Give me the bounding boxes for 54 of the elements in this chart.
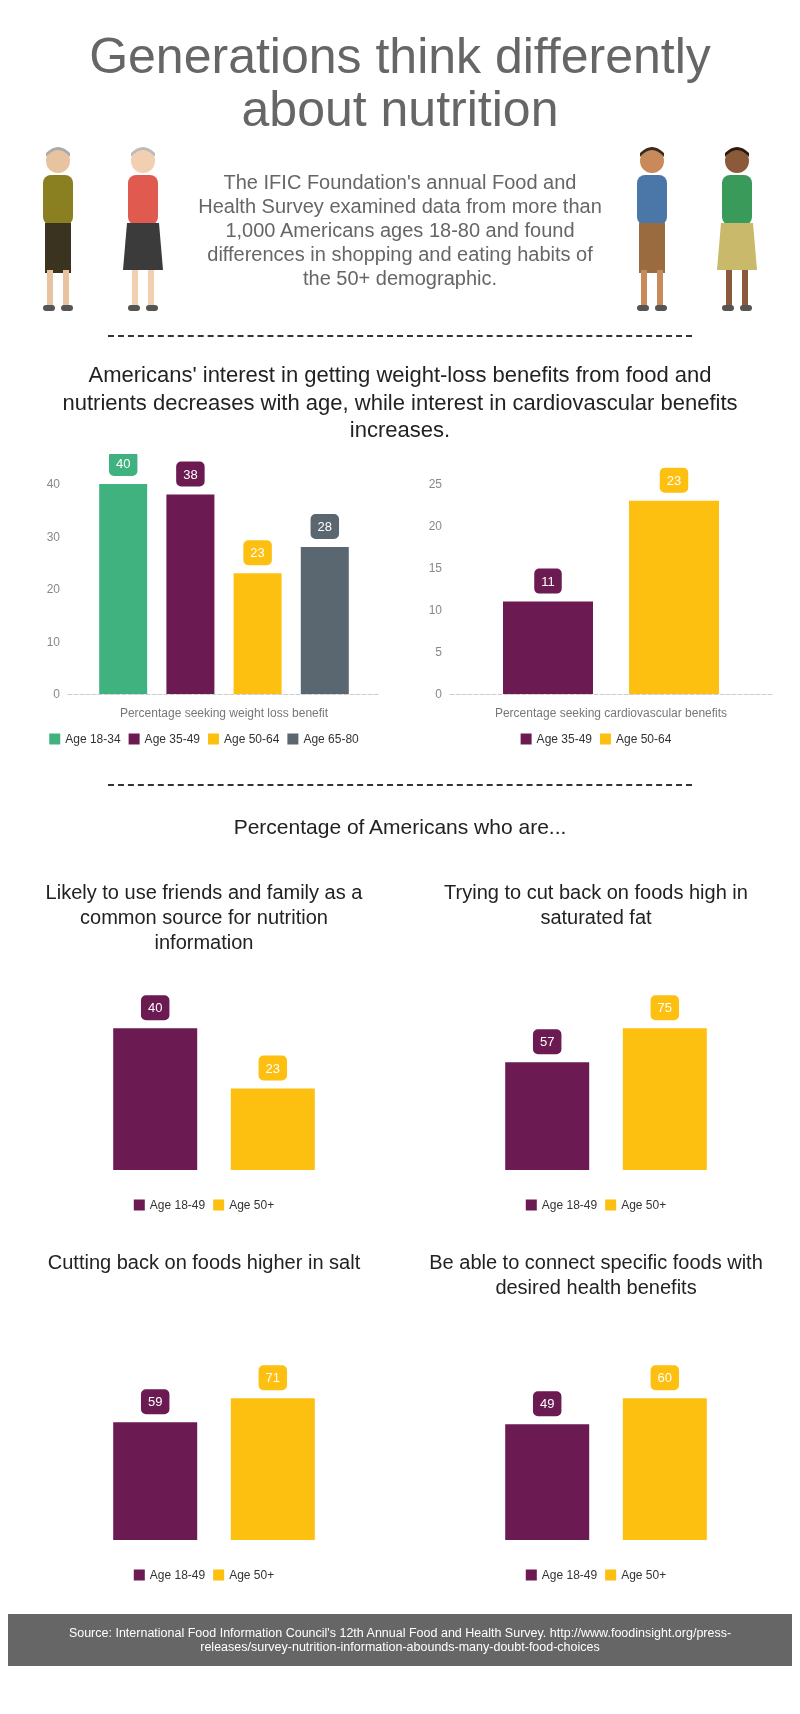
legend-label: Age 18-49 (541, 1567, 598, 1582)
legend-label: Age 35-49 (144, 731, 201, 746)
data-label: 75 (657, 1000, 673, 1016)
bar (166, 494, 215, 694)
data-label: 71 (265, 1370, 281, 1386)
legend-label: Age 50-64 (616, 731, 672, 746)
bar (300, 546, 349, 694)
chart-title: Trying to cut back on foods high in saturated fat (443, 879, 749, 930)
y-tick-label: 20 (46, 581, 61, 596)
legend-label: Age 50-64 (224, 731, 280, 746)
source-note: Source: International Food Information Council's 12th Annual Food and Health Survey. http://www.foodinsight.org/press-releases/survey-nutrition-information-abounds-many-doubt-food-choices (67, 1625, 733, 1654)
data-label: 57 (539, 1034, 555, 1050)
data-label: 40 (115, 455, 131, 471)
data-label: 11 (541, 573, 555, 589)
bar (233, 572, 282, 694)
x-axis-title: Percentage seeking weight loss benefit (119, 705, 329, 720)
y-tick-label: 0 (435, 686, 443, 701)
data-label: 23 (666, 472, 682, 488)
chart-title: Be able to connect specific foods with desired health benefits (428, 1249, 764, 1300)
y-tick-label: 0 (53, 686, 61, 701)
legend-label: Age 50+ (621, 1197, 667, 1212)
data-label: 49 (539, 1396, 555, 1412)
data-label: 40 (147, 1000, 163, 1016)
legend-label: Age 18-49 (149, 1567, 206, 1582)
legend-label: Age 50+ (229, 1197, 275, 1212)
text: Generations think differently about nutrition (88, 27, 712, 137)
data-label: 59 (147, 1394, 163, 1410)
chart-title: Americans' interest in getting weight-loss benefits from food and nutrients decreases with age, while interest in cardiovascular benefits increases. (61, 361, 739, 444)
y-tick-label: 25 (428, 476, 443, 491)
data-label: 23 (250, 544, 265, 560)
y-tick-label: 15 (428, 560, 443, 575)
x-axis-title: Percentage seeking cardiovascular benefits (494, 705, 728, 720)
legend-label: Age 18-49 (541, 1197, 598, 1212)
y-tick-label: 10 (428, 602, 443, 617)
chart-title: Cutting back on foods higher in salt (47, 1249, 361, 1275)
data-label: 23 (265, 1060, 281, 1076)
legend-label: Age 50+ (621, 1567, 667, 1582)
y-tick-label: 30 (46, 529, 61, 543)
y-tick-label: 40 (46, 476, 61, 491)
legend-label: Age 18-34 (65, 731, 121, 746)
legend-label: Age 18-49 (149, 1197, 206, 1212)
legend-label: Age 50+ (229, 1567, 275, 1582)
data-label: 60 (657, 1370, 673, 1386)
y-tick-label: 20 (428, 518, 443, 533)
data-label: 38 (183, 466, 198, 481)
legend-label: Age 35-49 (536, 731, 593, 746)
text: The IFIC Foundation's annual Food and Health Survey examined data from more than 1,000 Americans ages 18-80 and found differences in shopping and eating habits of the 50+ demographic. (197, 170, 603, 290)
data-label: 28 (317, 518, 333, 534)
y-tick-label: 5 (435, 644, 443, 659)
chart-title: Likely to use friends and family as a common source for nutrition information (44, 879, 364, 955)
bar (99, 483, 148, 694)
legend-label: Age 65-80 (303, 731, 360, 746)
y-tick-label: 10 (46, 634, 61, 648)
text: Percentage of Americans who are... (232, 813, 568, 840)
